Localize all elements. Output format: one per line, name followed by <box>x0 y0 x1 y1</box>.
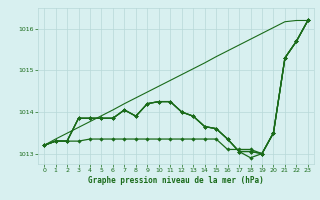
X-axis label: Graphe pression niveau de la mer (hPa): Graphe pression niveau de la mer (hPa) <box>88 176 264 185</box>
